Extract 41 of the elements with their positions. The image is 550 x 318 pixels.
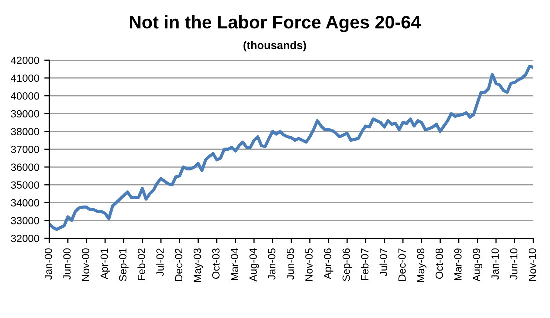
- x-tick-label: Aug-09: [473, 248, 483, 282]
- x-tick-label: Mar-04: [231, 248, 238, 280]
- x-tick-label: Nov-05: [306, 248, 313, 281]
- x-tick-label: Oct-03: [212, 248, 220, 279]
- y-tick-label: 33000: [11, 217, 40, 225]
- x-tick-label: Apr-06: [324, 248, 334, 280]
- x-tick-label: Dec-02: [175, 248, 183, 281]
- x-tick-label: Sep-01: [119, 248, 129, 282]
- x-tick-label: Jan-05: [268, 248, 276, 280]
- line-series: [50, 65, 534, 232]
- y-tick-label: 38000: [11, 128, 40, 136]
- chart-title: Not in the Labor Force Ages 20-64: [130, 16, 422, 32]
- x-tick-label: Jul-07: [380, 248, 388, 276]
- y-tick-label: 35000: [11, 182, 40, 189]
- x-tick-label: Jun-00: [64, 248, 71, 280]
- y-tick-label: 37000: [11, 146, 40, 154]
- y-tick-label: 41000: [11, 74, 40, 82]
- x-tick-label: Jan-10: [492, 248, 500, 280]
- x-tick-label: Jul-02: [156, 248, 164, 276]
- y-tick-label: 34000: [11, 199, 40, 207]
- x-tick-label: Dec-07: [398, 248, 406, 281]
- x-tick-label: Jan-00: [44, 248, 52, 280]
- x-tick-label: May-08: [417, 248, 427, 282]
- y-tick-label: 40000: [11, 92, 40, 100]
- x-tick-label: Nov-00: [82, 248, 90, 281]
- y-tick-label: 36000: [11, 164, 40, 172]
- x-tick-label: Apr-01: [100, 248, 110, 280]
- y-tick-label: 39000: [11, 110, 40, 118]
- x-tick-label: Aug-04: [250, 248, 260, 282]
- x-tick-label: Oct-08: [436, 248, 444, 279]
- y-tick-label: 42000: [11, 56, 40, 64]
- y-tick-label: 32000: [11, 235, 40, 242]
- x-tick-label: Nov-10: [528, 248, 536, 281]
- x-tick-label: Mar-09: [454, 248, 462, 280]
- chart-subtitle: (thousands): [244, 41, 306, 52]
- x-tick-label: Jun-05: [286, 248, 294, 280]
- x-tick-label: May-03: [194, 248, 204, 282]
- x-tick-label: Feb-07: [361, 248, 369, 280]
- x-tick-label: Feb-02: [138, 248, 146, 280]
- x-tick-label: Jun-10: [510, 248, 518, 280]
- x-tick-label: Sep-06: [342, 248, 352, 282]
